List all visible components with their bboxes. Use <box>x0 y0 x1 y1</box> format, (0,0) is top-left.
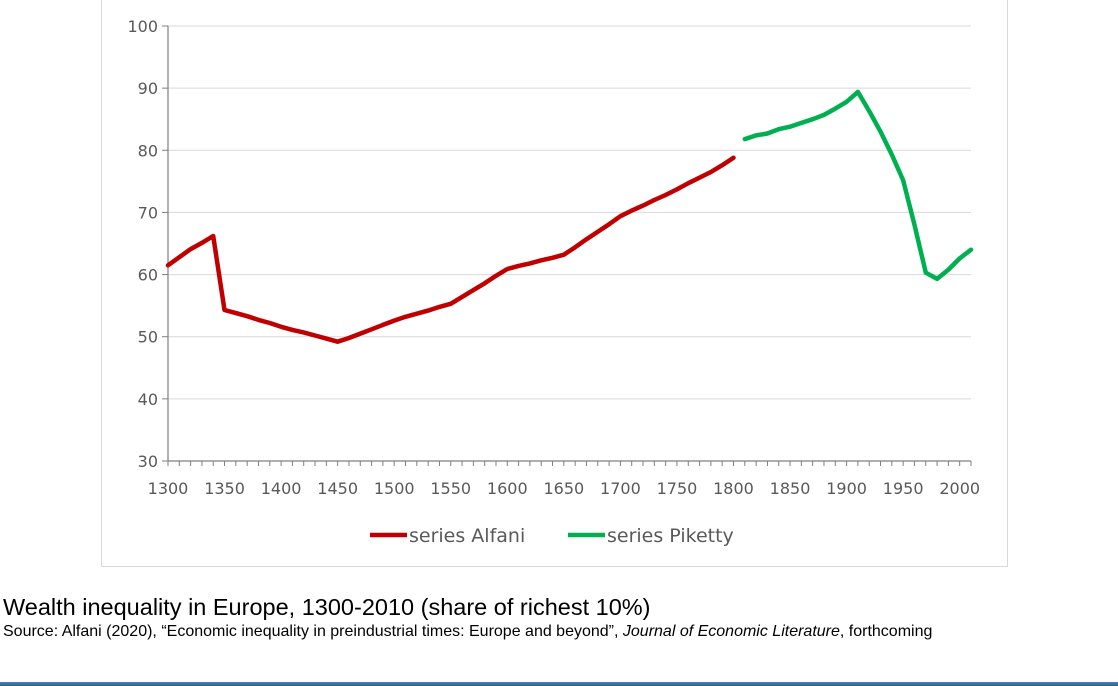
x-tick-label: 1500 <box>374 479 415 498</box>
x-tick-label: 1700 <box>600 479 641 498</box>
y-tick-label: 50 <box>138 328 158 347</box>
line-chart: 30 40 50 60 70 80 90 100 1300 1350 1400 1450 1500 155… <box>127 17 980 547</box>
x-tick-label: 1400 <box>261 479 302 498</box>
legend-label-piketty: series Piketty <box>607 525 734 547</box>
x-tick-label: 1350 <box>204 479 245 498</box>
series-line-alfani <box>165 155 736 344</box>
y-tick-label: 40 <box>138 390 158 409</box>
x-tick-label: 1450 <box>317 479 358 498</box>
figure-caption: Wealth inequality in Europe, 1300-2010 (… <box>3 592 1108 642</box>
x-tick-label: 1850 <box>770 479 811 498</box>
x-tick-label: 1300 <box>148 479 189 498</box>
x-tick-label: 1550 <box>430 479 471 498</box>
x-tick-label: 1750 <box>657 479 698 498</box>
series-line-piketty <box>742 89 974 282</box>
y-tick-label: 30 <box>138 452 158 471</box>
y-tick-label: 100 <box>127 17 158 36</box>
y-tick-label: 90 <box>138 79 158 98</box>
y-tick-label: 70 <box>138 203 158 222</box>
legend-label-alfani: series Alfani <box>409 525 525 547</box>
x-tick-label: 1800 <box>713 479 754 498</box>
slide-bottom-bar <box>0 682 1118 686</box>
x-tick-label: 1900 <box>826 479 867 498</box>
x-tick-label: 1600 <box>487 479 528 498</box>
caption-source-text: Source: Alfani (2020), “Economic inequal… <box>3 623 623 640</box>
x-tick-label: 1650 <box>543 479 584 498</box>
caption-journal-name: Journal of Economic Literature <box>622 623 840 640</box>
y-tick-label: 80 <box>138 141 158 160</box>
x-tick-label: 2000 <box>939 479 980 498</box>
caption-source: Source: Alfani (2020), “Economic inequal… <box>3 622 1108 642</box>
caption-title: Wealth inequality in Europe, 1300-2010 (… <box>3 594 651 620</box>
x-tick-label: 1950 <box>883 479 924 498</box>
caption-source-suffix: , forthcoming <box>839 623 933 640</box>
y-tick-label: 60 <box>138 266 158 285</box>
chart-area: 30 40 50 60 70 80 90 100 1300 1350 1400 1450 1500 155… <box>101 0 1008 567</box>
